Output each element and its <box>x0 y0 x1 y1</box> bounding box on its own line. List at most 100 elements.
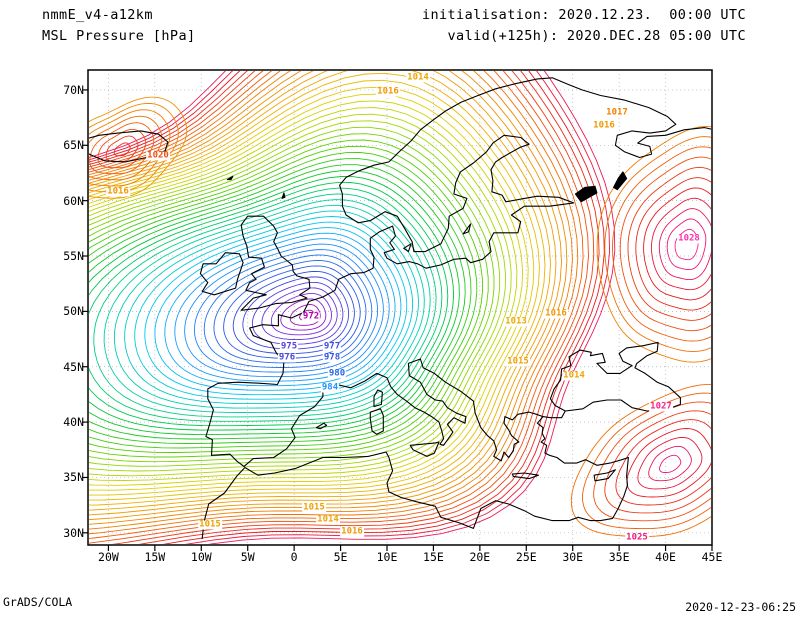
isobar-1020 <box>593 401 711 522</box>
isobar-997 <box>89 170 460 436</box>
initialisation-time: initialisation: 2020.12.23. 00:00 UTC <box>421 7 746 23</box>
isobar-1022 <box>89 71 600 544</box>
isobar-1017 <box>89 109 171 187</box>
coast-zealand <box>403 243 412 253</box>
isobar-993 <box>93 193 437 418</box>
isobar-1001 <box>89 145 483 453</box>
isobar-1014 <box>89 71 557 516</box>
isobar-1018 <box>89 115 163 181</box>
isobar-980 <box>223 265 361 359</box>
isobar-1025 <box>648 445 692 482</box>
isobar-contours <box>89 71 711 544</box>
isobar-1023 <box>643 187 711 301</box>
isobar-1016 <box>89 102 179 193</box>
coast-cyprus <box>593 469 616 482</box>
isobar-1012 <box>89 72 546 506</box>
coast-ireland <box>199 252 244 296</box>
isobar-1000 <box>89 152 478 449</box>
isobar-1016 <box>89 71 568 525</box>
coast-gotland <box>462 223 472 235</box>
coast-west-europe-scandinavia <box>205 77 711 467</box>
isobar-1002 <box>89 139 489 458</box>
isobar-1018 <box>604 136 711 353</box>
isobar-996 <box>89 176 455 431</box>
isobar-1019 <box>89 71 584 539</box>
isobar-994 <box>89 187 443 422</box>
isobar-1021 <box>627 166 711 321</box>
coast-sicily <box>409 441 440 457</box>
isobar-976 <box>261 287 338 341</box>
isobar-1011 <box>89 79 540 501</box>
axis-ticks <box>82 89 713 551</box>
isobar-1024 <box>89 71 611 544</box>
isobar-1004 <box>89 126 501 467</box>
isobar-1017 <box>596 125 711 363</box>
isobar-979 <box>232 270 355 355</box>
lat-lon-grid <box>88 70 713 545</box>
isobar-982 <box>203 254 373 368</box>
isobar-1020 <box>97 128 147 169</box>
isobar-1007 <box>89 107 518 481</box>
creation-timestamp: 2020-12-23-06:25 <box>685 600 796 614</box>
isobar-1027 <box>674 228 699 261</box>
isobar-972 <box>299 309 316 322</box>
isobar-975 <box>270 292 332 336</box>
coast-black-sea <box>549 341 681 412</box>
grads-credit: GrADS/COLA <box>3 595 73 609</box>
isobar-983 <box>193 249 379 373</box>
coast-iceland <box>89 130 169 163</box>
coast-mallorca <box>315 422 328 430</box>
isobar-1021 <box>604 410 711 514</box>
isobar-986 <box>164 232 396 387</box>
isobar-1013 <box>89 71 551 511</box>
isobar-1015 <box>89 96 188 199</box>
coast-corsica <box>373 389 383 408</box>
isobar-1026 <box>659 454 682 473</box>
coast-sardinia <box>369 408 384 435</box>
isobar-1021 <box>89 71 595 544</box>
isobar-989 <box>134 216 414 400</box>
isobar-1026 <box>666 218 707 271</box>
isobar-1022 <box>615 419 711 506</box>
isobar-1019 <box>89 122 155 175</box>
isobar-1005 <box>89 120 506 472</box>
isobar-999 <box>89 158 472 444</box>
plot-border <box>87 69 713 546</box>
isobar-973 <box>289 304 321 326</box>
lake-ladoga <box>574 185 598 203</box>
isobar-1025 <box>658 208 711 281</box>
isobar-1024 <box>650 197 711 291</box>
coast-mediterranean-north <box>243 358 566 467</box>
isobar-1009 <box>89 93 529 491</box>
field-title: MSL Pressure [hPa] <box>42 28 196 44</box>
isobar-1019 <box>612 146 711 342</box>
isobar-1021 <box>105 135 139 163</box>
isobar-978 <box>242 276 350 350</box>
isobar-1025 <box>89 71 616 544</box>
coast-aegean-levant-africa <box>201 416 629 539</box>
isobar-1019 <box>582 392 711 530</box>
isobar-1020 <box>89 71 589 544</box>
isobar-1017 <box>89 71 573 530</box>
isobar-1003 <box>89 133 495 463</box>
coast-shetland <box>281 192 286 199</box>
isobar-1022 <box>113 142 131 157</box>
isobar-992 <box>103 199 431 413</box>
isobar-998 <box>89 164 466 440</box>
valid-time: valid(+125h): 2020.DEC.28 05:00 UTC <box>447 28 746 44</box>
isobar-1015 <box>89 71 562 521</box>
isobar-1018 <box>89 71 579 535</box>
isobar-987 <box>154 227 402 391</box>
lake-onega <box>613 171 628 191</box>
model-title: nmmE_v4-a12km <box>42 7 153 23</box>
isobar-988 <box>144 221 408 396</box>
coast-faroe <box>226 175 234 181</box>
isobar-1020 <box>619 156 711 332</box>
isobar-1023 <box>626 428 711 498</box>
isobar-1018 <box>570 383 711 537</box>
isobar-1022 <box>635 177 711 311</box>
coast-britain <box>240 215 311 311</box>
isobar-1006 <box>89 113 512 477</box>
